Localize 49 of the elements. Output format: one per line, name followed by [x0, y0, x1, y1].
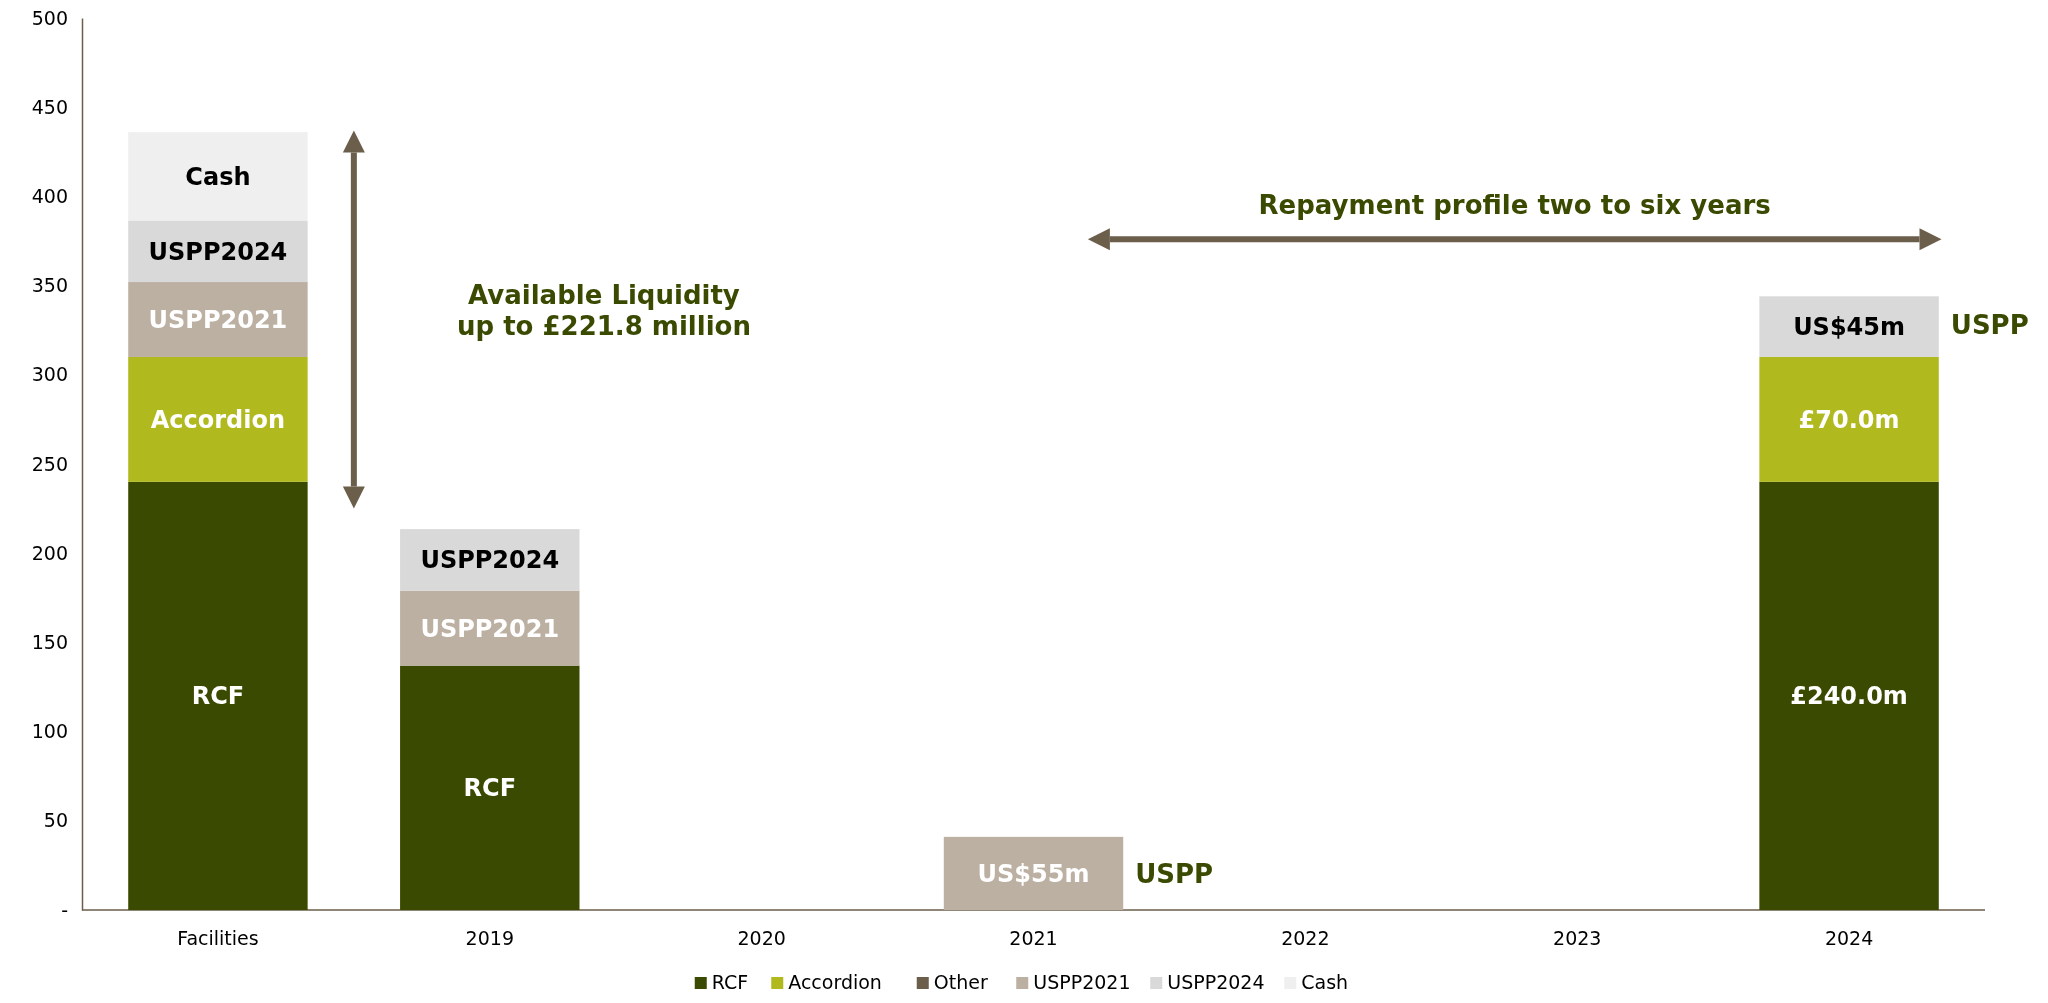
y-tick-label: 450 — [31, 95, 68, 118]
legend-label: RCF — [711, 971, 749, 993]
bar — [1759, 356, 1939, 482]
y-tick-label: - — [61, 898, 68, 921]
x-tick-label: 2019 — [465, 927, 514, 950]
annotation: USPP — [1135, 859, 1214, 890]
y-tick-label: 300 — [31, 363, 68, 386]
x-tick-label: 2020 — [737, 927, 786, 950]
bar — [128, 356, 308, 482]
bar — [400, 665, 580, 910]
bar — [943, 836, 1124, 910]
y-tick-label: 150 — [31, 630, 68, 653]
legend-label: USPP2024 — [1167, 971, 1265, 993]
data-label: USPP2021 — [420, 614, 560, 643]
annotation: USPP — [1950, 309, 2029, 340]
x-tick-label: 2024 — [1824, 927, 1874, 950]
legend-label: Cash — [1301, 971, 1349, 993]
annotation: Available Liquidity up to £221.8 million — [456, 280, 751, 342]
x-tick-label: 2022 — [1281, 927, 1330, 950]
legend-label: Other — [933, 971, 988, 993]
y-tick-label: 200 — [31, 541, 68, 564]
y-tick-label: 350 — [31, 274, 68, 297]
data-label: Cash — [185, 162, 251, 191]
data-label: £70.0m — [1798, 405, 1900, 434]
bar — [1759, 481, 1939, 910]
y-tick-label: 400 — [31, 184, 68, 207]
data-label: US$45m — [1793, 313, 1906, 342]
x-tick-label: Facilities — [177, 927, 259, 950]
x-tick-label: 2021 — [1009, 927, 1058, 950]
bar — [128, 481, 308, 910]
data-label: £240.0m — [1790, 682, 1908, 711]
y-tick-label: 500 — [31, 6, 68, 29]
x-tick-label: 2023 — [1553, 927, 1602, 950]
y-tick-label: 100 — [31, 720, 68, 743]
y-tick-label: 250 — [31, 452, 68, 475]
data-label: USPP2021 — [148, 305, 288, 334]
bar — [128, 282, 308, 357]
data-label: USPP2024 — [420, 546, 560, 575]
annotation: Repayment profile two to six years — [1258, 190, 1771, 221]
data-label: Accordion — [150, 405, 286, 434]
data-label: USPP2024 — [148, 237, 288, 266]
legend-label: USPP2021 — [1033, 971, 1131, 993]
bar — [128, 132, 308, 221]
legend-label: Accordion — [788, 971, 882, 993]
data-label: RCF — [191, 682, 245, 711]
y-tick-label: 50 — [43, 809, 68, 832]
data-label: US$55m — [977, 859, 1090, 888]
data-label: RCF — [463, 774, 517, 803]
bar — [1759, 296, 1939, 357]
